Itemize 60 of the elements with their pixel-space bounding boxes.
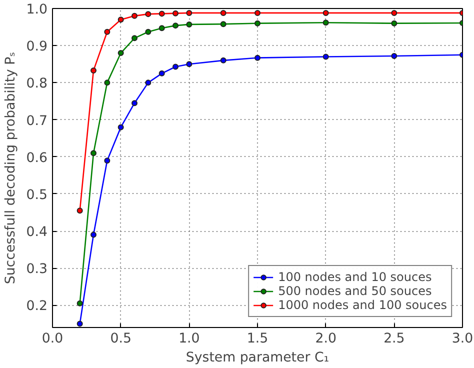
- legend-label: 1000 nodes and 100 souces: [278, 298, 447, 312]
- point: [90, 232, 96, 238]
- y-tick-label: 1.0: [26, 2, 48, 18]
- y-tick-label: 0.5: [26, 188, 48, 203]
- point: [76, 320, 83, 327]
- y-tick-label: 0.4: [26, 225, 48, 240]
- y-tick-label: 0.7: [26, 114, 48, 129]
- point: [90, 67, 96, 74]
- point: [172, 64, 178, 70]
- point: [145, 11, 152, 18]
- point: [391, 10, 398, 16]
- point: [132, 35, 138, 42]
- point: [172, 22, 178, 29]
- point: [322, 54, 329, 60]
- legend-label: 500 nodes and 50 souces: [278, 284, 432, 298]
- point: [145, 80, 152, 86]
- point: [172, 10, 178, 16]
- point: [132, 12, 138, 19]
- point: [76, 208, 83, 214]
- y-axis-title: Successfull decoding probability Pₛ: [3, 52, 18, 284]
- point: [158, 70, 165, 76]
- x-tick-label: 2.5: [384, 332, 405, 346]
- point: [391, 20, 398, 26]
- point: [118, 124, 124, 130]
- point: [118, 50, 124, 56]
- x-tick-label: 1.5: [246, 332, 268, 346]
- point: [158, 10, 165, 17]
- point: [220, 57, 226, 64]
- point: [104, 80, 110, 86]
- point: [76, 300, 83, 306]
- y-tick-label: 0.6: [26, 150, 48, 166]
- x-tick-label: 2.0: [315, 332, 336, 346]
- x-tick-label: 3.0: [452, 332, 474, 346]
- point: [254, 10, 260, 16]
- point: [186, 10, 192, 16]
- point: [254, 20, 260, 26]
- y-tick-label: 0.9: [26, 40, 48, 55]
- point: [118, 16, 124, 23]
- x-tick-label: 0.5: [110, 332, 132, 346]
- x-tick-label: 1.0: [178, 332, 200, 346]
- point: [322, 10, 329, 16]
- point: [186, 21, 192, 28]
- x-tick-label: 0.0: [42, 332, 64, 346]
- y-tick-label: 0.2: [26, 299, 48, 314]
- point: [145, 28, 152, 35]
- point: [391, 52, 398, 59]
- legend-label: 100 nodes and 10 souces: [278, 270, 432, 284]
- point: [220, 21, 226, 28]
- point: [322, 20, 329, 26]
- y-tick-label: 0.8: [26, 76, 48, 92]
- point: [254, 54, 260, 61]
- point: [220, 10, 226, 16]
- point: [104, 158, 110, 164]
- x-axis-title: System parameter C₁: [186, 350, 330, 366]
- y-tick-label: 0.3: [26, 262, 48, 278]
- point: [158, 25, 165, 32]
- point: [132, 100, 138, 106]
- point: [104, 28, 110, 35]
- point: [186, 61, 192, 68]
- point: [90, 150, 96, 156]
